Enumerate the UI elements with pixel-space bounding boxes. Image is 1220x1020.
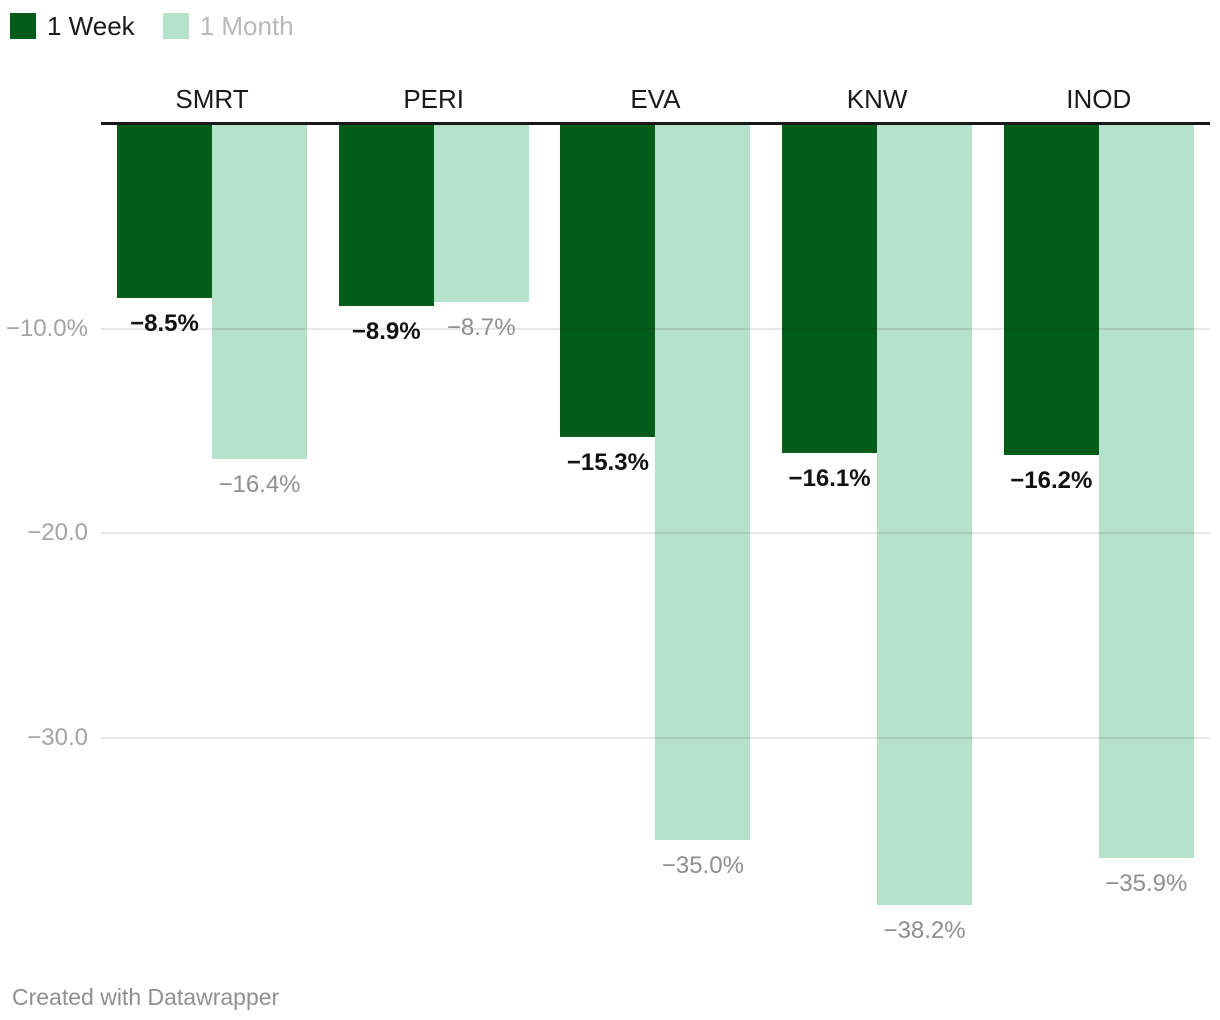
bar-1-month-eva[interactable] [655,124,751,840]
legend-label-1-month: 1 Month [199,11,294,41]
bar-1-month-peri[interactable] [433,124,529,302]
value-label-1-month-peri: −8.7% [446,313,516,341]
value-label-1-month-smrt: −16.4% [218,471,301,499]
gridline [101,736,1210,739]
legend-swatch-1-month [162,13,189,39]
value-label-1-week-smrt: −8.5% [130,309,199,337]
legend: 1 Week 1 Month [10,10,322,42]
value-label-1-week-peri: −8.9% [351,318,421,345]
bar-1-week-smrt[interactable] [117,124,212,298]
y-tick-label: −30.0 [27,723,88,751]
column-header-eva: EVA [630,84,681,114]
value-label-1-month-eva: −35.0% [661,851,744,879]
column-header-smrt: SMRT [175,84,249,114]
value-label-1-week-inod: −16.2% [1010,467,1093,495]
footer-credit-link[interactable]: Created with Datawrapper [12,984,280,1010]
bar-1-month-knw[interactable] [877,124,973,906]
bar-1-week-knw[interactable] [782,124,878,454]
y-tick-label: −10.0% [5,314,88,342]
column-header-peri: PERI [403,84,465,114]
value-label-1-month-knw: −38.2% [883,917,966,945]
bar-1-month-smrt[interactable] [212,124,307,460]
gridline [101,532,1210,534]
legend-label-1-week: 1 Week [47,11,135,41]
gridline [101,327,1210,330]
column-header-inod: INOD [1066,84,1132,114]
bar-1-month-inod[interactable] [1098,124,1194,859]
value-label-1-week-eva: −15.3% [566,448,649,476]
zero-axis-line [101,122,1210,125]
value-label-1-month-inod: −35.9% [1105,870,1188,898]
bar-1-week-inod[interactable] [1003,124,1099,456]
y-tick-label: −20.0 [27,519,88,546]
legend-swatch-1-week [10,13,36,39]
column-header-knw: KNW [846,84,908,114]
bar-1-week-eva[interactable] [560,124,656,437]
bar-1-week-peri[interactable] [338,124,434,306]
value-label-1-week-knw: −16.1% [788,465,871,493]
